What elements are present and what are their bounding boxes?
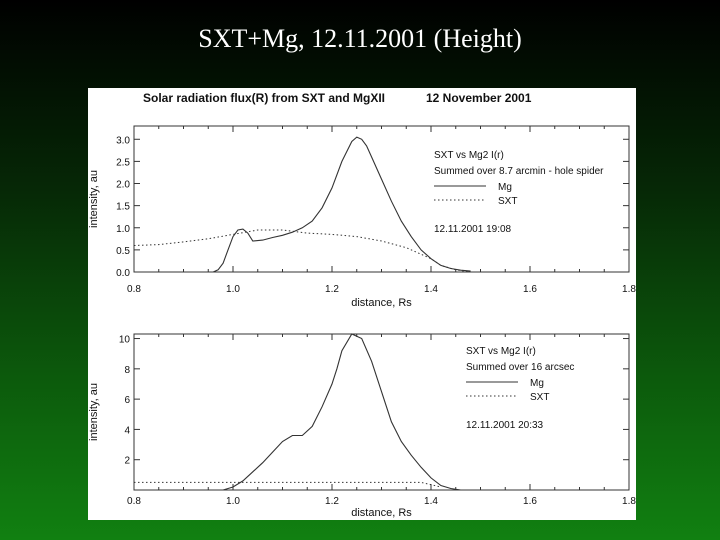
x-tick-label: 1.2 [325,496,339,507]
y-tick-label: 6 [124,395,130,406]
y-axis-label: intensity, au [88,383,100,441]
series-line-sxt [134,481,442,488]
legend-date: 12.11.2001 19:08 [434,224,512,235]
x-tick-label: 1.0 [226,284,240,295]
x-tick-label: 1.8 [622,284,636,295]
series-line-sxt [133,229,471,273]
y-tick-label: 1.0 [116,224,130,235]
legend-line: Summed over 16 arcsec [466,362,574,373]
legend-line: Summed over 8.7 arcmin - hole spider [434,166,604,177]
legend-series-name: Mg [530,378,544,389]
x-tick-label: 0.8 [127,496,141,507]
chart-title: Solar radiation flux(R) from SXT and MgX… [143,91,385,105]
legend-line: SXT vs Mg2 I(r) [466,346,536,357]
y-tick-label: 0.0 [116,268,130,279]
x-tick-label: 1.0 [226,496,240,507]
y-tick-label: 0.5 [116,246,130,257]
legend-line: SXT vs Mg2 I(r) [434,150,504,161]
plot-frame [133,333,630,491]
y-tick-label: 8 [124,365,130,376]
y-tick-label: 2.5 [116,157,130,168]
slide-title: SXT+Mg, 12.11.2001 (Height) [198,24,522,53]
figure-svg: Solar radiation flux(R) from SXT and MgX… [88,91,636,519]
x-tick-label: 1.4 [424,496,438,507]
y-tick-label: 1.5 [116,202,130,213]
x-tick-label: 1.8 [622,496,636,507]
x-axis-label: distance, Rs [351,297,412,309]
x-tick-label: 1.2 [325,284,339,295]
x-axis-label: distance, Rs [351,507,412,519]
legend-date: 12.11.2001 20:33 [466,420,544,431]
legend-series-name: SXT [498,196,517,207]
legend-series-name: SXT [530,392,549,403]
series-line-mg [212,136,471,273]
x-tick-label: 1.6 [523,496,537,507]
plot-frame [133,125,630,273]
y-axis-label: intensity, au [88,170,100,228]
y-tick-label: 10 [119,335,131,346]
y-tick-label: 4 [124,425,130,436]
x-tick-label: 1.6 [523,284,537,295]
y-tick-label: 2.0 [116,180,130,191]
chart-date: 12 November 2001 [426,91,532,105]
y-tick-label: 3.0 [116,135,130,146]
x-tick-label: 0.8 [127,284,141,295]
legend-series-name: Mg [498,182,512,193]
figure-panel: Solar radiation flux(R) from SXT and MgX… [88,88,636,520]
series-line-mg [222,333,461,491]
y-tick-label: 2 [124,456,130,467]
x-tick-label: 1.4 [424,284,438,295]
